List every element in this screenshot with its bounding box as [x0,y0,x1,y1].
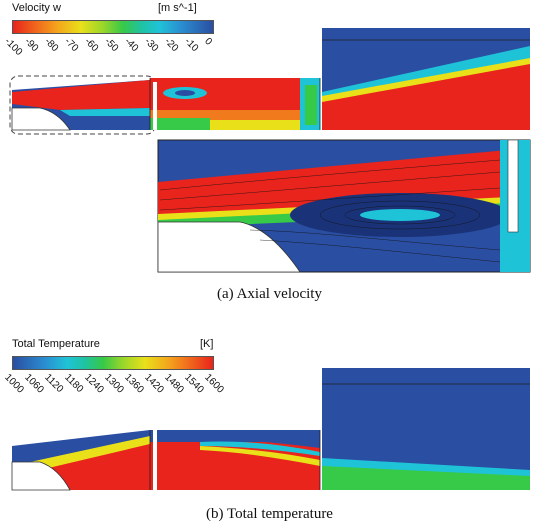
upstream-shear [60,108,150,116]
velocity-legend-title: Velocity w [12,2,61,14]
velocity-legend-unit: [m s^-1] [158,2,197,14]
bluff-body [11,107,71,131]
temperature-legend-unit: [K] [200,338,214,350]
axial-velocity-contour [9,28,531,273]
upstream-jet [12,80,150,110]
caption-b: (b) Total temperature [206,506,333,522]
temperature-legend-title: Total Temperature [12,338,100,350]
temperature-colorbar [12,356,214,370]
temp-bluff-body [11,461,71,491]
velocity-colorbar [12,20,214,34]
caption-a: (a) Axial velocity [217,286,322,302]
